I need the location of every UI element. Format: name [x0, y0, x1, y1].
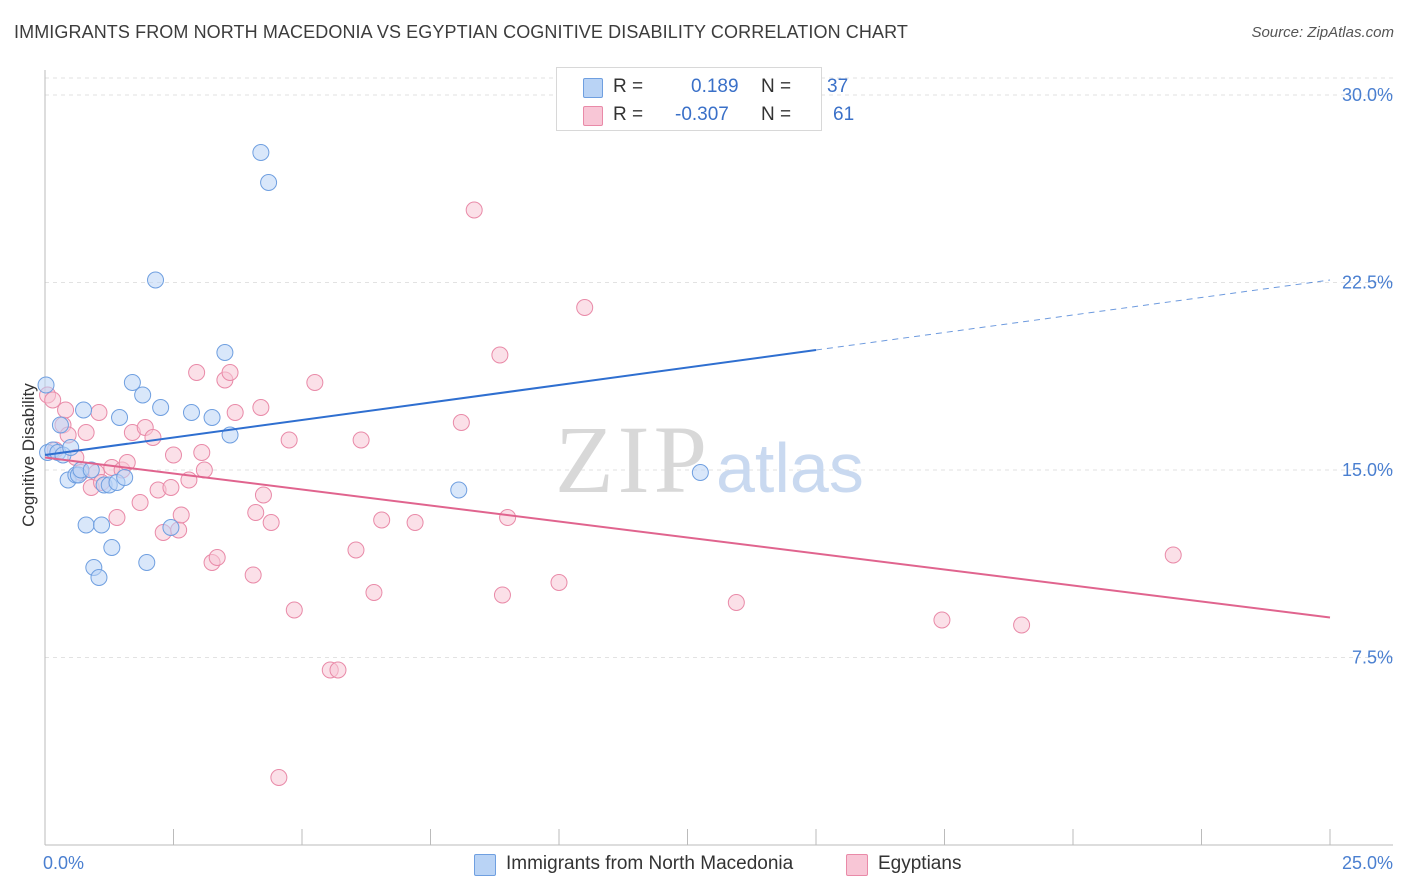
egyptians-point [352, 431, 370, 449]
chart-title: IMMIGRANTS FROM NORTH MACEDONIA VS EGYPT… [14, 22, 908, 42]
x-tick-label-min: 0.0% [43, 853, 84, 873]
egyptians-point [933, 611, 951, 629]
egyptians-point [77, 424, 95, 441]
watermark-zip: ZIP [555, 406, 711, 513]
north-macedonia-trend-line [44, 349, 817, 456]
egyptians-point [1164, 546, 1182, 564]
legend-r-label: R = [613, 76, 644, 97]
north-macedonia-trend-extension [815, 279, 1331, 351]
north-macedonia-point [123, 374, 141, 391]
egyptians-point [262, 514, 280, 531]
legend-n-label-2: N = [761, 104, 792, 125]
egyptians-point [108, 509, 126, 526]
north-macedonia-point [134, 386, 152, 404]
egyptians-point [406, 514, 424, 531]
y-tick-label: 15.0% [1342, 460, 1393, 480]
egyptians-point [285, 601, 303, 619]
north-macedonia-point [162, 519, 180, 536]
north-macedonia-point [252, 144, 270, 161]
north-macedonia-point [90, 569, 108, 586]
north-macedonia-point [93, 516, 111, 534]
egyptians-point [493, 586, 511, 604]
north-macedonia-point [51, 416, 69, 434]
egyptians-point [306, 374, 324, 391]
egyptians-point [270, 769, 288, 786]
north-macedonia-point [111, 409, 129, 426]
watermark: ZIP atlas [555, 406, 864, 513]
bottom-legend-label-pink: Egyptians [878, 853, 962, 874]
y-axis-label: Cognitive Disability [19, 383, 38, 527]
north-macedonia-point [691, 464, 709, 481]
egyptians-point [491, 346, 509, 364]
egyptians-point [254, 486, 272, 504]
legend-n-label: N = [761, 76, 792, 97]
north-macedonia-point [103, 539, 121, 556]
egyptians-point [57, 401, 75, 419]
egyptians-point [252, 399, 270, 416]
egyptians-point [499, 509, 517, 526]
egyptians-trend-line [44, 456, 1331, 619]
north-macedonia-point [203, 409, 221, 426]
egyptians-point [44, 391, 62, 409]
egyptians-point [550, 574, 568, 591]
egyptians-point [727, 594, 745, 611]
egyptians-point [188, 364, 206, 381]
egyptians-point [144, 429, 162, 446]
egyptians-point [193, 444, 211, 461]
bottom-legend-swatch-blue [474, 854, 496, 876]
egyptians-point [195, 461, 213, 479]
north-macedonia-point [37, 376, 55, 394]
north-macedonia-point [260, 174, 278, 191]
legend-swatch-blue [583, 78, 603, 98]
north-macedonia-points [37, 144, 709, 586]
egyptians-point [131, 494, 149, 511]
watermark-atlas: atlas [716, 429, 864, 507]
legend-r-value-1: 0.189 [691, 76, 739, 97]
egyptians-point [90, 404, 108, 421]
egyptians-point [247, 504, 265, 521]
legend-swatch-pink [583, 106, 603, 126]
tick-labels: 7.5% 15.0% 22.5% 30.0% 0.0% 25.0% [43, 85, 1393, 873]
egyptians-point [329, 661, 347, 679]
egyptians-point [576, 299, 594, 316]
egyptians-point [221, 364, 239, 381]
y-tick-label: 30.0% [1342, 85, 1393, 105]
egyptians-point [365, 584, 383, 601]
bottom-legend-swatch-pink [846, 854, 868, 876]
legend-r-value-2: -0.307 [675, 104, 729, 125]
north-macedonia-point [182, 404, 200, 421]
trend-lines [44, 279, 1331, 619]
x-tick-label-max: 25.0% [1342, 853, 1393, 873]
legend-n-value-2: 61 [833, 104, 855, 125]
legend-n-value-1: 37 [827, 76, 849, 97]
egyptians-point [1013, 616, 1031, 634]
egyptians-point [226, 404, 244, 421]
egyptians-point [280, 431, 298, 449]
north-macedonia-point [450, 481, 468, 499]
north-macedonia-point [216, 344, 234, 361]
egyptians-point [244, 566, 262, 584]
north-macedonia-point [77, 516, 95, 534]
egyptians-point [208, 549, 226, 566]
egyptians-point [165, 446, 182, 464]
north-macedonia-point [147, 271, 165, 289]
egyptians-point [162, 479, 180, 496]
egyptians-point [373, 511, 391, 529]
north-macedonia-point [82, 461, 100, 479]
y-tick-label: 7.5% [1352, 648, 1393, 668]
bottom-legend-label-blue: Immigrants from North Macedonia [506, 853, 794, 874]
north-macedonia-point [152, 399, 170, 416]
source-label: Source: ZipAtlas.com [1251, 24, 1394, 41]
correlation-legend: R = 0.189 N = 37 R = -0.307 N = 61 [556, 67, 854, 131]
north-macedonia-point [116, 469, 134, 486]
legend-r-label-2: R = [613, 104, 644, 125]
north-macedonia-point [138, 554, 156, 571]
egyptians-point [452, 414, 470, 431]
north-macedonia-point [75, 401, 93, 419]
y-tick-label: 22.5% [1342, 273, 1393, 293]
egyptians-point [465, 201, 483, 219]
egyptians-point [172, 506, 190, 524]
egyptians-point [347, 541, 365, 559]
